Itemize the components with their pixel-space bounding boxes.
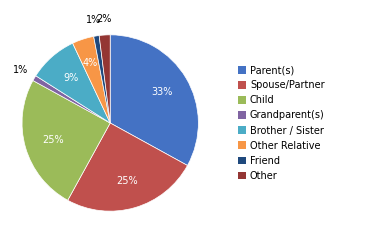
- Wedge shape: [73, 36, 110, 123]
- Wedge shape: [99, 35, 110, 123]
- Wedge shape: [22, 80, 110, 200]
- Text: 2%: 2%: [96, 14, 111, 24]
- Wedge shape: [33, 76, 110, 123]
- Text: 33%: 33%: [151, 88, 173, 97]
- Text: 4%: 4%: [83, 58, 98, 68]
- Wedge shape: [68, 123, 187, 211]
- Text: 25%: 25%: [42, 135, 63, 145]
- Legend: Parent(s), Spouse/Partner, Child, Grandparent(s), Brother / Sister, Other Relati: Parent(s), Spouse/Partner, Child, Grandp…: [236, 63, 326, 183]
- Text: 1%: 1%: [86, 15, 101, 25]
- Wedge shape: [36, 43, 110, 123]
- Text: 9%: 9%: [63, 73, 78, 83]
- Text: 1%: 1%: [13, 65, 28, 75]
- Wedge shape: [94, 35, 110, 123]
- Wedge shape: [110, 35, 198, 166]
- Text: 25%: 25%: [116, 176, 138, 185]
